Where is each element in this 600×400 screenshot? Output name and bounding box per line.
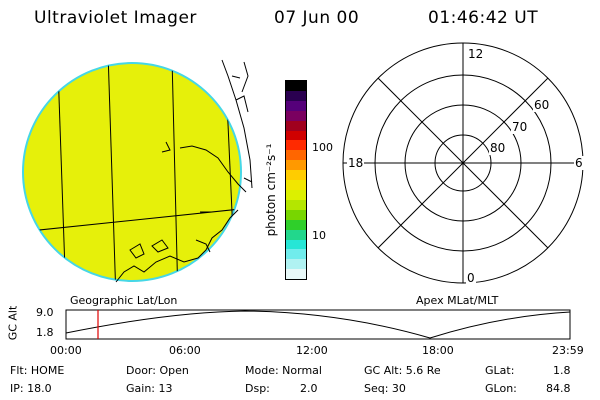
- altitude-frame: [65, 309, 571, 340]
- altitude-ymax: 9.0: [36, 306, 54, 319]
- status-glon-value: 84.8: [546, 382, 571, 395]
- date-label: 07 Jun 00: [274, 8, 360, 28]
- altitude-curve: [65, 310, 571, 339]
- colorbar-segment: [286, 140, 306, 151]
- coastlines-outside: [231, 75, 253, 183]
- x-tick-2359: 23:59: [552, 344, 584, 357]
- status-mode: Mode: Normal: [245, 364, 322, 377]
- status-gcalt: GC Alt: 5.6 Re: [364, 364, 441, 377]
- colorbar-segment: [286, 219, 306, 230]
- colorbar-segment: [286, 239, 306, 250]
- colorbar-segment: [286, 100, 306, 111]
- status-glat-value: 1.8: [553, 364, 571, 377]
- coastlines: [115, 59, 253, 283]
- colorbar-segment: [286, 120, 306, 131]
- status-flt: Flt: HOME: [10, 364, 65, 377]
- status-ip: IP: 18.0: [10, 382, 52, 395]
- colorbar-segment: [286, 90, 306, 101]
- color-bar: [285, 80, 307, 280]
- colorbar-segment: [286, 110, 306, 121]
- status-seq: Seq: 30: [364, 382, 406, 395]
- colorbar-segment: [286, 180, 306, 190]
- x-tick-1800: 18:00: [422, 344, 454, 357]
- polar-diagonal-2: [377, 77, 549, 249]
- status-dsp-label: Dsp:: [245, 382, 270, 395]
- status-gain: Gain: 13: [126, 382, 173, 395]
- x-tick-0000: 00:00: [50, 344, 82, 357]
- lat-label-80: 80: [489, 141, 507, 155]
- colorbar-segment: [286, 189, 306, 200]
- x-tick-0600: 06:00: [169, 344, 201, 357]
- colorbar-segment: [286, 249, 306, 260]
- colorbar-segment: [286, 209, 306, 220]
- colorbar-tick-10: 10: [312, 229, 326, 242]
- lat-label-60: 60: [533, 98, 551, 112]
- colorbar-segment: [286, 170, 306, 181]
- mlt-label-12: 12: [467, 47, 485, 61]
- geographic-label: Geographic Lat/Lon: [70, 294, 178, 307]
- lat-label-70: 70: [511, 120, 529, 134]
- mlt-label-0: 0: [466, 271, 476, 285]
- mlt-label-18: 18: [347, 156, 365, 170]
- colorbar-segment: [286, 81, 306, 91]
- mlt-label-6: 6: [574, 156, 584, 170]
- x-tick-1200: 12:00: [296, 344, 328, 357]
- colorbar-segment: [286, 229, 306, 240]
- altitude-ymin: 1.8: [36, 326, 54, 339]
- status-dsp-value: 2.0: [300, 382, 318, 395]
- instrument-title: Ultraviolet Imager: [34, 8, 197, 28]
- colorbar-segment: [286, 130, 306, 141]
- status-door: Door: Open: [126, 364, 189, 377]
- colorbar-segment: [286, 150, 306, 161]
- status-glat-label: GLat:: [485, 364, 515, 377]
- colorbar-segment: [286, 199, 306, 210]
- colorbar-tick-100: 100: [312, 141, 333, 154]
- apex-label: Apex MLat/MLT: [416, 294, 499, 307]
- colorbar-segment: [286, 160, 306, 171]
- time-label: 01:46:42 UT: [428, 8, 539, 28]
- colorbar-segment: [286, 259, 306, 270]
- status-glon-label: GLon:: [485, 382, 517, 395]
- colorbar-segment: [286, 269, 306, 280]
